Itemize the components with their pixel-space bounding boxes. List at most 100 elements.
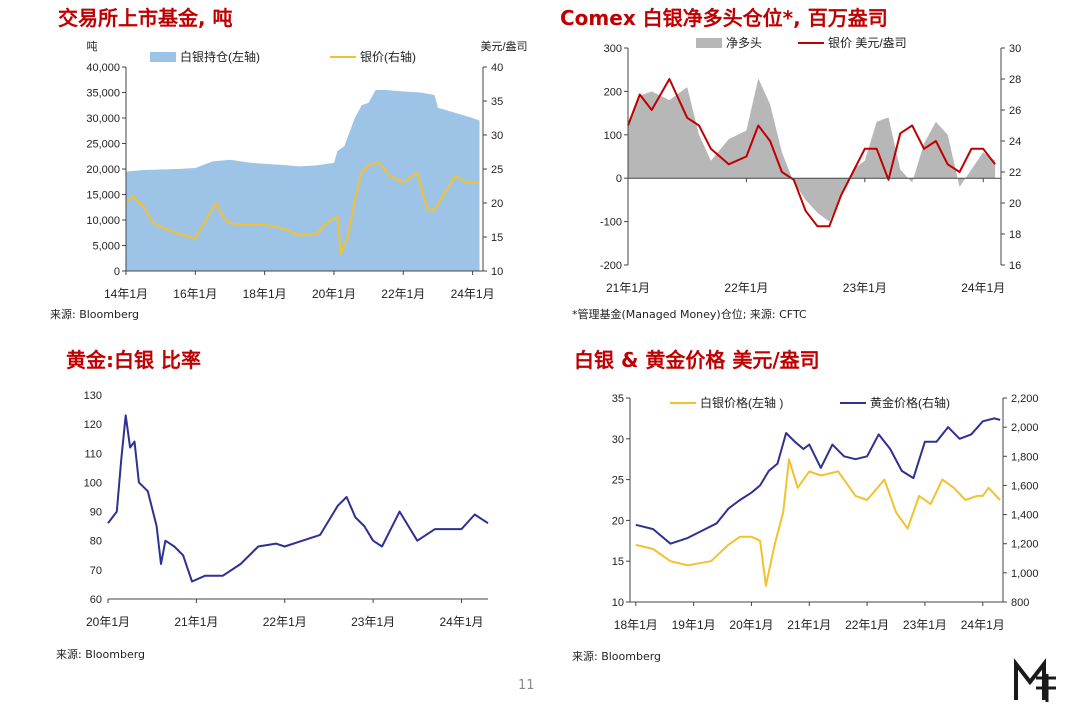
chart3-left-tick-7: 120 bbox=[84, 419, 102, 431]
chart1-left-tick-2: 5,000 bbox=[92, 241, 120, 253]
chart4-right-tick-5: 1,600 bbox=[1011, 480, 1039, 492]
chart4-legend-label-1: 白银价格(左轴 ) bbox=[700, 395, 783, 410]
chart4-x-tick-2: 19年1月 bbox=[672, 618, 716, 632]
chart4-right-tick-6: 1,800 bbox=[1011, 451, 1039, 463]
chart2-right-tick-5: 24 bbox=[1009, 136, 1021, 148]
chart1-left-tick-4: 15,000 bbox=[86, 190, 120, 202]
chart3-title: 黄金:白银 比率 bbox=[66, 348, 201, 372]
chart1-right-tick-7: 40 bbox=[491, 62, 503, 74]
chart1-right-tick-1: 10 bbox=[491, 266, 503, 278]
chart3-left-tick-2: 70 bbox=[90, 565, 102, 577]
chart4-left-tick-1: 10 bbox=[612, 597, 624, 609]
chart3-x-tick-4: 23年1月 bbox=[351, 615, 395, 629]
chart4-source: 来源: Bloomberg bbox=[572, 650, 662, 663]
chart2-x-tick-4: 24年1月 bbox=[961, 281, 1005, 295]
chart1-legend-label-1: 白银持仓(左轴) bbox=[180, 49, 260, 64]
chart2-right-tick-6: 26 bbox=[1009, 105, 1021, 117]
chart4-left-tick-2: 15 bbox=[612, 556, 624, 568]
chart1-series-2-line bbox=[125, 161, 480, 255]
chart3-x-tick-2: 21年1月 bbox=[174, 615, 218, 629]
chart4-right-tick-1: 800 bbox=[1011, 597, 1029, 609]
chart4-series-2-line bbox=[635, 417, 1001, 545]
page-number: 11 bbox=[518, 678, 535, 693]
chart3-x-tick-3: 22年1月 bbox=[263, 615, 307, 629]
chart2-x-tick-3: 23年1月 bbox=[843, 281, 887, 295]
chart2-left-tick-5: 200 bbox=[604, 86, 622, 98]
chart4-x-tick-3: 20年1月 bbox=[729, 618, 773, 632]
chart1-right-tick-4: 25 bbox=[491, 164, 503, 176]
chart4-x-tick-7: 24年1月 bbox=[961, 618, 1005, 632]
chart1-left-tick-7: 30,000 bbox=[86, 113, 120, 125]
chart4-left-tick-3: 20 bbox=[612, 515, 624, 527]
chart2-x-tick-1: 21年1月 bbox=[606, 281, 650, 295]
chart1-legend-label-2: 银价(右轴) bbox=[360, 49, 416, 64]
chart4-x-tick-6: 23年1月 bbox=[903, 618, 947, 632]
chart2-legend-swatch-1 bbox=[696, 38, 722, 48]
chart2-right-tick-2: 18 bbox=[1009, 229, 1021, 241]
chart3-left-tick-1: 60 bbox=[90, 594, 102, 606]
chart1-x-tick-1: 14年1月 bbox=[104, 287, 148, 301]
chart1-left-tick-9: 40,000 bbox=[86, 62, 120, 74]
chart1-right-unit: 美元/盎司 bbox=[480, 39, 527, 53]
chart1-left-tick-6: 25,000 bbox=[86, 139, 120, 151]
chart1-title: 交易所上市基金, 吨 bbox=[58, 6, 233, 30]
chart3-left-tick-5: 100 bbox=[84, 477, 102, 489]
chart4-title: 白银 & 黄金价格 美元/盎司 bbox=[574, 348, 820, 372]
chart1-x-tick-5: 22年1月 bbox=[381, 287, 425, 301]
chart4-right-tick-8: 2,200 bbox=[1011, 393, 1039, 405]
chart3-series-1-line bbox=[107, 414, 489, 583]
chart4-left-tick-4: 25 bbox=[612, 475, 624, 487]
chart1-left-tick-1: 0 bbox=[114, 266, 120, 278]
chart3-left-tick-8: 130 bbox=[84, 390, 102, 402]
chart2-series-1-area bbox=[628, 78, 996, 222]
chart2-right-tick-8: 30 bbox=[1009, 43, 1021, 55]
chart4-x-tick-5: 22年1月 bbox=[845, 618, 889, 632]
chart2-left-tick-4: 100 bbox=[604, 130, 622, 142]
chart3-left-tick-4: 90 bbox=[90, 507, 102, 519]
chart2-series-2-line bbox=[627, 78, 996, 228]
chart3-left-tick-3: 80 bbox=[90, 536, 102, 548]
chart1-legend-swatch-1 bbox=[150, 52, 176, 62]
chart2-left-tick-6: 300 bbox=[604, 43, 622, 55]
chart1-left-tick-8: 35,000 bbox=[86, 88, 120, 100]
chart2-right-tick-1: 16 bbox=[1009, 260, 1021, 272]
chart1-right-tick-3: 20 bbox=[491, 198, 503, 210]
chart2-legend-label-1: 净多头 bbox=[726, 36, 762, 50]
chart1-left-tick-5: 20,000 bbox=[86, 164, 120, 176]
chart1-x-tick-4: 20年1月 bbox=[312, 287, 356, 301]
chart2-x-tick-2: 22年1月 bbox=[724, 281, 768, 295]
chart1-x-tick-3: 18年1月 bbox=[243, 287, 287, 301]
chart1-left-tick-3: 10,000 bbox=[86, 215, 120, 227]
chart2-right-tick-4: 22 bbox=[1009, 167, 1021, 179]
chart3-x-tick-1: 20年1月 bbox=[86, 615, 130, 629]
brand-logo-icon bbox=[1014, 658, 1056, 702]
chart1-right-tick-6: 35 bbox=[491, 96, 503, 108]
chart4-left-tick-5: 30 bbox=[612, 434, 624, 446]
chart1-x-tick-6: 24年1月 bbox=[451, 287, 495, 301]
chart4-x-tick-4: 21年1月 bbox=[787, 618, 831, 632]
chart4-right-tick-7: 2,000 bbox=[1011, 422, 1039, 434]
chart2-title: Comex 白银净多头仓位*, 百万盎司 bbox=[560, 6, 888, 30]
chart3-x-tick-5: 24年1月 bbox=[439, 615, 483, 629]
chart1-x-tick-2: 16年1月 bbox=[173, 287, 217, 301]
chart2-right-tick-7: 28 bbox=[1009, 74, 1021, 86]
chart1-left-unit: 吨 bbox=[87, 40, 98, 53]
chart4-right-tick-2: 1,000 bbox=[1011, 568, 1039, 580]
chart2-legend-label-2: 银价 美元/盎司 bbox=[828, 36, 907, 50]
chart1-series-1-area bbox=[126, 90, 480, 271]
chart4-legend-label-2: 黄金价格(右轴) bbox=[870, 395, 950, 410]
chart3-left-tick-6: 110 bbox=[84, 448, 102, 460]
chart4-left-tick-6: 35 bbox=[612, 393, 624, 405]
chart1-source: 来源: Bloomberg bbox=[50, 308, 140, 321]
chart2-right-tick-3: 20 bbox=[1009, 198, 1021, 210]
chart1-right-tick-5: 30 bbox=[491, 130, 503, 142]
chart2-left-tick-1: -200 bbox=[600, 260, 622, 272]
chart2-left-tick-3: 0 bbox=[616, 173, 622, 185]
chart4-x-tick-1: 18年1月 bbox=[614, 618, 658, 632]
chart2-left-tick-2: -100 bbox=[600, 217, 622, 229]
chart3-source: 来源: Bloomberg bbox=[56, 648, 146, 661]
chart1-right-tick-2: 15 bbox=[491, 232, 503, 244]
chart4-right-tick-4: 1,400 bbox=[1011, 510, 1039, 522]
chart4-series-1-line bbox=[635, 458, 1001, 587]
